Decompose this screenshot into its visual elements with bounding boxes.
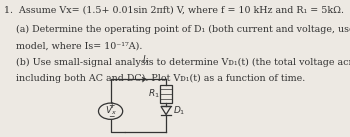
Text: $V_x$: $V_x$	[105, 104, 117, 117]
Text: $D_1$: $D_1$	[173, 104, 185, 117]
Text: (b) Use small-signal analysis to determine Vᴅ₁(t) (the total voltage across D₁,: (b) Use small-signal analysis to determi…	[16, 58, 350, 67]
Text: $I_x$: $I_x$	[142, 53, 150, 66]
Text: model, where Is= 10⁻¹⁷A).: model, where Is= 10⁻¹⁷A).	[16, 41, 142, 50]
Text: 1.  Assume Vx= (1.5+ 0.01sin 2πft) V, where f = 10 kHz and R₁ = 5kΩ.: 1. Assume Vx= (1.5+ 0.01sin 2πft) V, whe…	[4, 5, 344, 14]
Text: +: +	[108, 101, 114, 110]
Text: including both AC and DC). Plot Vᴅ₁(t) as a function of time.: including both AC and DC). Plot Vᴅ₁(t) a…	[16, 74, 305, 83]
Text: (a) Determine the operating point of D₁ (both current and voltage, use exponenti: (a) Determine the operating point of D₁ …	[16, 25, 350, 34]
Text: $R_1$: $R_1$	[148, 88, 159, 100]
Bar	[160, 85, 172, 103]
Text: −: −	[108, 112, 114, 121]
